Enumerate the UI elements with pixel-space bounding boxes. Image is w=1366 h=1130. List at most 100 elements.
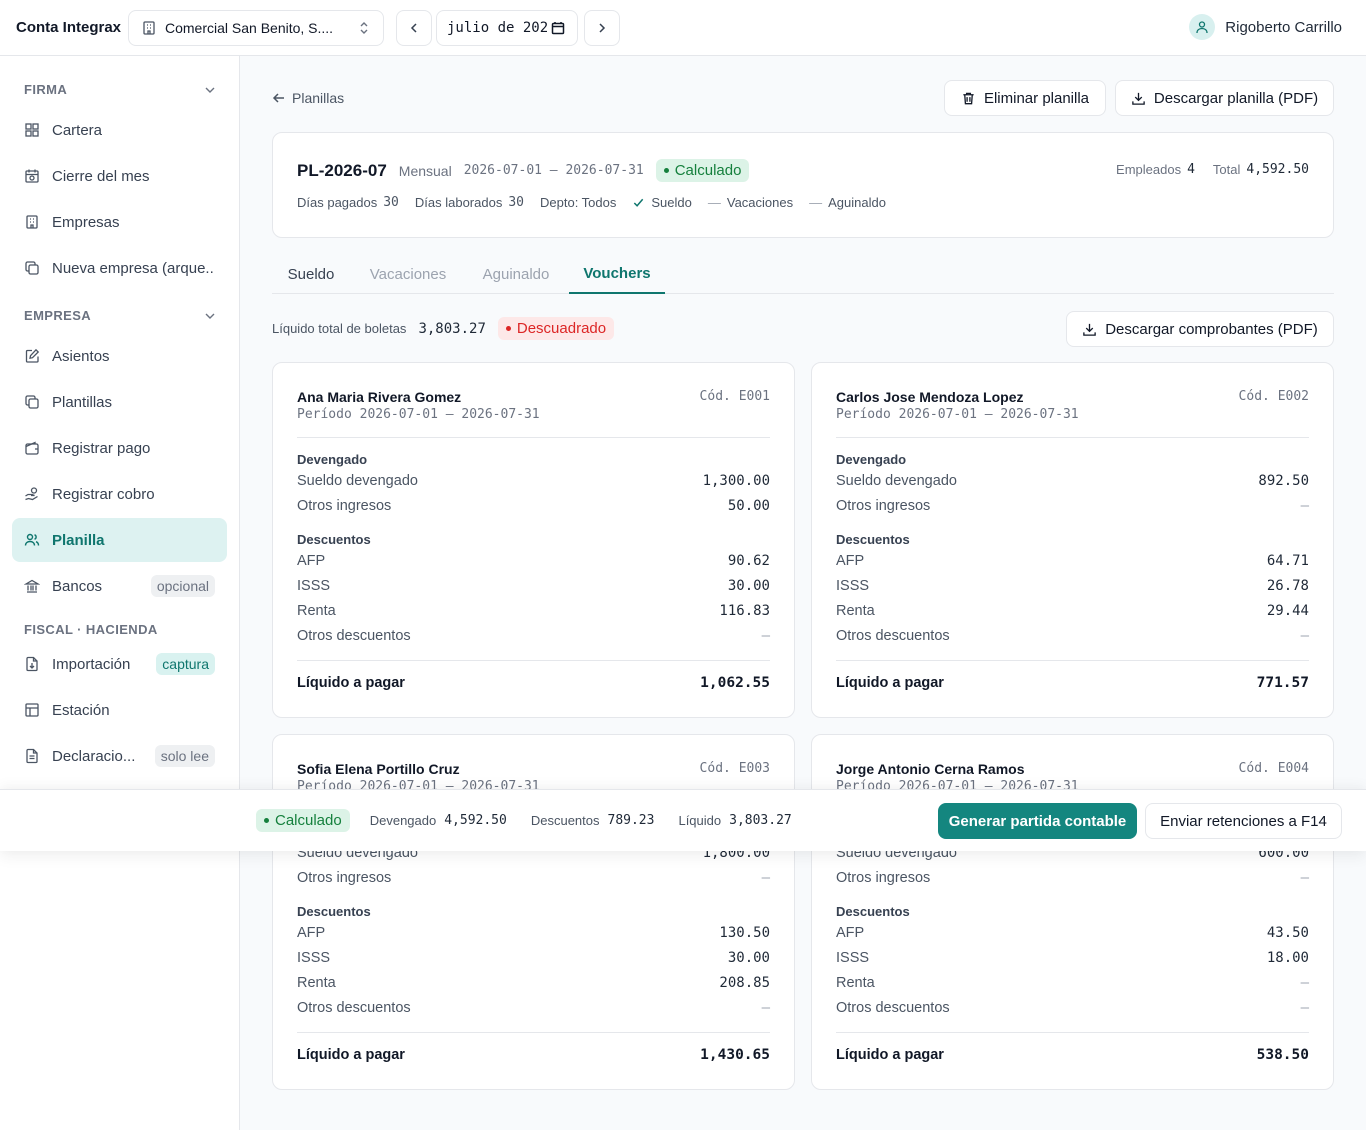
- descuentos-heading: Descuentos: [297, 904, 371, 919]
- next-month-button[interactable]: [584, 10, 620, 46]
- row-value: 50.00: [727, 498, 770, 514]
- tab-aguinaldo[interactable]: Aguinaldo: [482, 265, 550, 283]
- sidebar-item-bancos[interactable]: Bancos opcional: [12, 564, 227, 608]
- delete-payroll-button[interactable]: Eliminar planilla: [944, 80, 1106, 116]
- month-input[interactable]: [447, 20, 547, 36]
- hand-coins-icon: [24, 486, 40, 502]
- back-link-label: Planillas: [292, 90, 345, 106]
- employee-name: Sofia Elena Portillo Cruz: [297, 761, 460, 777]
- period-value: 2026-07-01 – 2026-07-31: [898, 407, 1079, 422]
- file-import-icon: [24, 656, 40, 672]
- sidebar-item-estacion[interactable]: Estación: [12, 688, 227, 732]
- status-dot-icon: [505, 326, 511, 331]
- company-selector[interactable]: Comercial San Benito, S....: [128, 10, 384, 46]
- download-payroll-button[interactable]: Descargar planilla (PDF): [1115, 80, 1334, 116]
- sidebar-item-registrar-cobro[interactable]: Registrar cobro: [12, 472, 227, 516]
- row-value: 64.71: [1266, 553, 1309, 569]
- liquido-label: Líquido: [678, 813, 722, 828]
- row-label: Otros ingresos: [836, 870, 931, 886]
- sidebar-item-cartera[interactable]: Cartera: [12, 108, 227, 152]
- payroll-tabs: Sueldo Vacaciones Aguinaldo Vouchers: [272, 254, 1334, 294]
- sidebar-item-declaraciones[interactable]: Declaracio... solo lee: [12, 734, 227, 778]
- descuentos-heading: Descuentos: [836, 904, 910, 919]
- row-label: AFP: [836, 553, 865, 569]
- liquido-row: Líquido a pagar 1,430.65: [297, 1047, 770, 1063]
- afp-row: AFP 90.62: [297, 553, 770, 569]
- renta-row: Renta 29.44: [836, 603, 1309, 619]
- sidebar-item-planilla[interactable]: Planilla: [12, 518, 227, 562]
- sidebar-item-registrar-pago[interactable]: Registrar pago: [12, 426, 227, 470]
- status-dot-icon: [264, 818, 269, 823]
- read-only-badge: solo lee: [154, 745, 215, 767]
- generate-entry-button[interactable]: Generar partida contable: [938, 803, 1137, 839]
- row-value: 1,300.00: [702, 473, 770, 489]
- payroll-range: 2026-07-01 – 2026-07-31: [463, 163, 644, 178]
- row-value: 116.83: [719, 603, 770, 619]
- row-label: Líquido a pagar: [297, 675, 405, 691]
- optional-badge: opcional: [150, 575, 215, 597]
- aguinaldo-flag: Aguinaldo: [828, 195, 886, 210]
- row-label: ISSS: [836, 950, 870, 966]
- sidebar-item-cierre[interactable]: Cierre del mes: [12, 154, 227, 198]
- sidebar-item-plantillas[interactable]: Plantillas: [12, 380, 227, 424]
- row-value: —: [1300, 1000, 1309, 1016]
- tab-sueldo[interactable]: Sueldo: [287, 265, 335, 283]
- section-firma[interactable]: FIRMA: [24, 82, 216, 97]
- liquido-value: 771.57: [1256, 675, 1309, 691]
- row-label: Líquido a pagar: [836, 1047, 944, 1063]
- renta-row: Renta 208.85: [297, 975, 770, 991]
- code-label: Cód.: [1238, 761, 1270, 776]
- back-link[interactable]: Planillas: [272, 90, 344, 106]
- month-picker[interactable]: [436, 10, 578, 46]
- app-brand: Conta Integrax: [16, 19, 122, 36]
- sidebar-item-asientos[interactable]: Asientos: [12, 334, 227, 378]
- send-f14-button[interactable]: Enviar retenciones a F14: [1145, 803, 1342, 839]
- devengado-heading: Devengado: [297, 452, 368, 467]
- divider: [836, 660, 1309, 661]
- row-value: 30.00: [727, 950, 770, 966]
- otros-descuentos-row: Otros descuentos —: [836, 628, 1309, 644]
- liquido-row: Líquido a pagar 1,062.55: [297, 675, 770, 691]
- liquido-row: Líquido a pagar 771.57: [836, 675, 1309, 691]
- calendar-check-icon: [24, 168, 40, 184]
- section-empresa[interactable]: EMPRESA: [24, 308, 216, 323]
- user-menu[interactable]: Rigoberto Carrillo: [1189, 14, 1342, 40]
- tab-vacaciones[interactable]: Vacaciones: [369, 265, 447, 283]
- sidebar-item-label: Bancos: [52, 577, 103, 595]
- row-value: 130.50: [719, 925, 770, 941]
- row-label: ISSS: [836, 578, 870, 594]
- sidebar-item-label: Asientos: [52, 347, 110, 365]
- vacaciones-flag: Vacaciones: [726, 195, 794, 210]
- sidebar-item-importacion[interactable]: Importación captura: [12, 642, 227, 686]
- row-value: —: [1300, 498, 1309, 514]
- row-label: Otros descuentos: [297, 628, 411, 644]
- period-value: 2026-07-01 – 2026-07-31: [359, 407, 540, 422]
- tab-vouchers[interactable]: Vouchers: [569, 254, 665, 294]
- voucher-period: Período 2026-07-01 – 2026-07-31: [297, 407, 540, 422]
- sidebar-item-nueva-empresa[interactable]: Nueva empresa (arque...: [12, 246, 227, 290]
- otros-ingresos-row: Otros ingresos —: [836, 498, 1309, 514]
- code-label: Cód.: [699, 389, 731, 404]
- row-value: —: [761, 628, 770, 644]
- row-label: Líquido a pagar: [836, 675, 944, 691]
- chevron-left-icon: [407, 21, 421, 35]
- status-badge-label: Calculado: [275, 812, 342, 829]
- sueldo-row: Sueldo devengado 1,300.00: [297, 473, 770, 489]
- employee-code: Cód. E001: [700, 389, 770, 404]
- sidebar-item-empresas[interactable]: Empresas: [12, 200, 227, 244]
- sidebar-item-label: Planilla: [52, 531, 105, 549]
- download-vouchers-button[interactable]: Descargar comprobantes (PDF): [1066, 311, 1334, 347]
- dias-laborados-label: Días laborados: [414, 195, 503, 210]
- isss-row: ISSS 30.00: [297, 950, 770, 966]
- vouchers-total-label: Líquido total de boletas: [272, 321, 407, 336]
- row-value: 208.85: [719, 975, 770, 991]
- mismatch-badge: Descuadrado: [497, 317, 615, 340]
- row-value: —: [761, 870, 770, 886]
- row-value: 29.44: [1266, 603, 1309, 619]
- otros-ingresos-row: Otros ingresos —: [836, 870, 1309, 886]
- check-icon: [632, 196, 645, 209]
- prev-month-button[interactable]: [396, 10, 432, 46]
- row-value: 892.50: [1258, 473, 1309, 489]
- grid-icon: [24, 122, 40, 138]
- row-label: AFP: [297, 553, 326, 569]
